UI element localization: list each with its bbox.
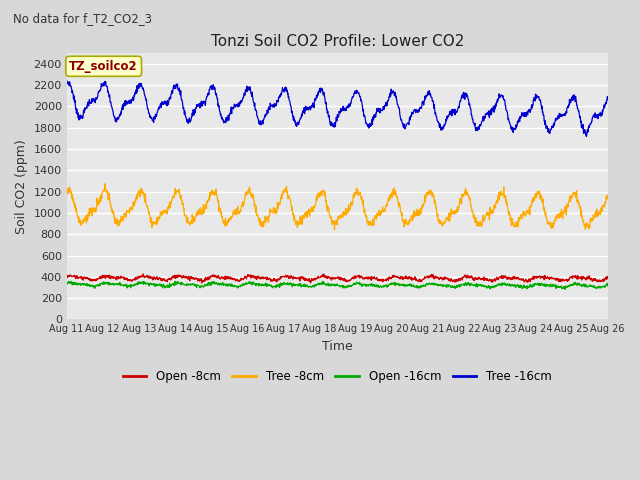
- X-axis label: Time: Time: [322, 340, 353, 353]
- Legend: Open -8cm, Tree -8cm, Open -16cm, Tree -16cm: Open -8cm, Tree -8cm, Open -16cm, Tree -…: [118, 366, 556, 388]
- Y-axis label: Soil CO2 (ppm): Soil CO2 (ppm): [15, 139, 28, 234]
- Title: Tonzi Soil CO2 Profile: Lower CO2: Tonzi Soil CO2 Profile: Lower CO2: [211, 34, 464, 49]
- Text: TZ_soilco2: TZ_soilco2: [69, 60, 138, 73]
- Text: No data for f_T2_CO2_3: No data for f_T2_CO2_3: [13, 12, 152, 25]
